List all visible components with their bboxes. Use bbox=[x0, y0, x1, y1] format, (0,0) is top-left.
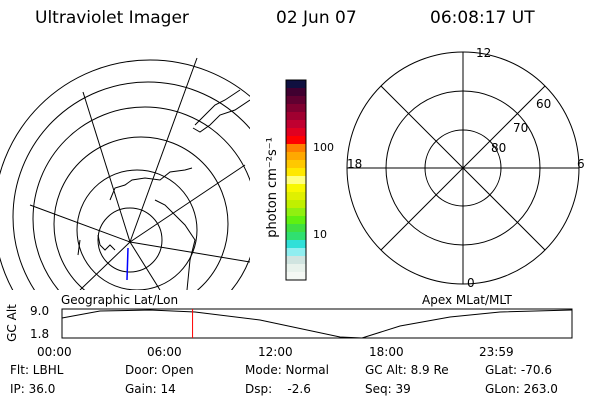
info-field: Seq: 39 bbox=[365, 382, 411, 396]
colorbar-segment bbox=[286, 240, 306, 249]
colorbar-segment bbox=[286, 248, 306, 257]
colorbar-segment bbox=[286, 168, 306, 177]
colorbar-segment bbox=[286, 256, 306, 265]
lon-line bbox=[129, 57, 198, 243]
mlt-label-12: 12 bbox=[476, 46, 492, 60]
mlt-label-0: 0 bbox=[467, 276, 475, 290]
colorbar-segment bbox=[286, 120, 306, 129]
timeline-ytick: 9.0 bbox=[30, 304, 50, 318]
lon-line bbox=[129, 164, 246, 243]
date-label: 02 Jun 07 bbox=[276, 8, 357, 28]
lat-circle bbox=[53, 136, 229, 290]
info-field: Dsp: -2.6 bbox=[245, 382, 311, 396]
colorbar-segment bbox=[286, 152, 306, 161]
colorbar-segment bbox=[286, 224, 306, 233]
mlat-label-60: 60 bbox=[536, 97, 552, 111]
lat-circle bbox=[12, 81, 250, 290]
colorbar-segment bbox=[286, 176, 306, 185]
colorbar-unit-label: photon cm⁻²s⁻¹ bbox=[264, 137, 280, 238]
colorbar-segment bbox=[286, 80, 306, 89]
timeline-xtick: 23:59 bbox=[479, 345, 514, 359]
timeline-xtick: 00:00 bbox=[37, 345, 72, 359]
colorbar-segment bbox=[286, 184, 306, 193]
info-field: IP: 36.0 bbox=[10, 382, 56, 396]
spacecraft-track bbox=[126, 247, 129, 281]
info-field: GC Alt: 8.9 Re bbox=[365, 363, 449, 377]
colorbar-segment bbox=[286, 96, 306, 105]
lon-line bbox=[129, 241, 250, 263]
colorbar-segment bbox=[286, 88, 306, 97]
mlt-label-18: 18 bbox=[347, 157, 363, 171]
colorbar-segment bbox=[286, 104, 306, 113]
lat-circle bbox=[97, 207, 163, 273]
lon-line bbox=[82, 91, 131, 243]
timeline-ylabel: GC Alt bbox=[4, 304, 19, 342]
colorbar-segment bbox=[286, 232, 306, 241]
colorbar-segment bbox=[286, 136, 306, 145]
lon-line bbox=[79, 241, 131, 290]
colorbar-segment bbox=[286, 160, 306, 169]
timeline-frame bbox=[61, 308, 573, 339]
mlat-label-80: 80 bbox=[491, 141, 507, 155]
apex-polar-plot bbox=[346, 51, 580, 285]
colorbar-segment bbox=[286, 128, 306, 137]
instrument-title: Ultraviolet Imager bbox=[35, 8, 189, 28]
apex-label: Apex MLat/MLT bbox=[422, 293, 512, 307]
colorbar-tick: 10 bbox=[313, 228, 327, 241]
lat-circle bbox=[32, 106, 250, 290]
colorbar-frame bbox=[285, 79, 307, 281]
coastline bbox=[77, 89, 250, 290]
colorbar-segment bbox=[286, 272, 306, 281]
colorbar-segment bbox=[286, 200, 306, 209]
timeline-xtick: 12:00 bbox=[258, 345, 293, 359]
info-field: Flt: LBHL bbox=[10, 363, 64, 377]
colorbar-segment bbox=[286, 112, 306, 121]
colorbar-segment bbox=[286, 144, 306, 153]
altitude-curve bbox=[61, 309, 573, 339]
lon-line bbox=[29, 204, 131, 243]
lon-line bbox=[129, 241, 161, 290]
timeline-plot bbox=[61, 308, 573, 339]
timeline-xtick: 06:00 bbox=[147, 345, 182, 359]
info-field: GLon: 263.0 bbox=[485, 382, 558, 396]
timeline-ytick: 1.8 bbox=[30, 327, 50, 341]
colorbar bbox=[285, 79, 307, 281]
colorbar-segment bbox=[286, 264, 306, 273]
mlt-label-6: 6 bbox=[577, 157, 585, 171]
info-field: Gain: 14 bbox=[125, 382, 176, 396]
colorbar-segment bbox=[286, 192, 306, 201]
time-label: 06:08:17 UT bbox=[430, 8, 535, 28]
timeline-xtick: 18:00 bbox=[369, 345, 404, 359]
colorbar-segment bbox=[286, 216, 306, 225]
geographic-map bbox=[0, 57, 250, 290]
lat-circle bbox=[76, 169, 198, 290]
info-field: Door: Open bbox=[125, 363, 194, 377]
colorbar-tick: 100 bbox=[313, 141, 334, 154]
colorbar-segment bbox=[286, 208, 306, 217]
info-field: GLat: -70.6 bbox=[485, 363, 552, 377]
lat-circle bbox=[0, 59, 250, 290]
mlat-label-70: 70 bbox=[513, 121, 529, 135]
mlt-line bbox=[380, 85, 546, 251]
info-field: Mode: Normal bbox=[245, 363, 329, 377]
geographic-label: Geographic Lat/Lon bbox=[61, 293, 179, 307]
